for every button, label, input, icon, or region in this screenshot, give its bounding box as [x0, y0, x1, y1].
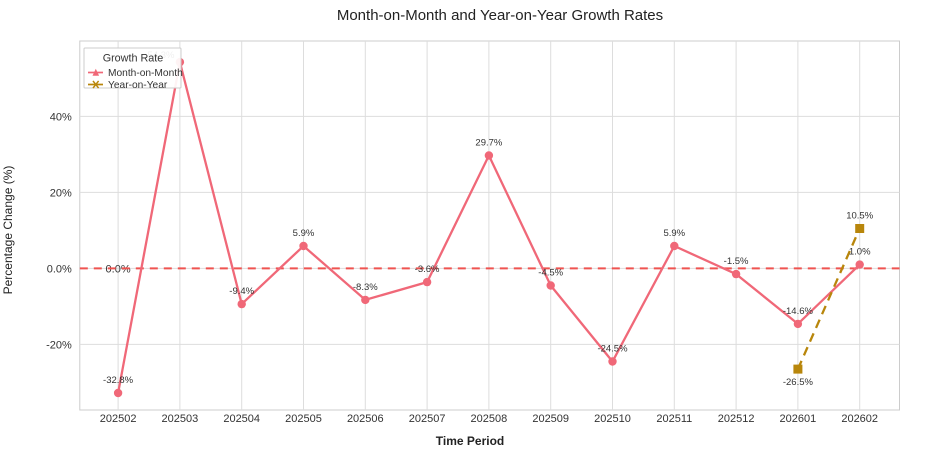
svg-text:Month-on-Month: Month-on-Month [108, 68, 183, 79]
svg-text:-26.5%: -26.5% [783, 377, 814, 388]
svg-text:40%: 40% [50, 111, 72, 123]
svg-text:1.0%: 1.0% [849, 247, 871, 258]
svg-text:202503: 202503 [162, 413, 199, 425]
svg-text:-32.8%: -32.8% [103, 375, 134, 386]
svg-text:29.7%: 29.7% [475, 138, 502, 149]
svg-text:202505: 202505 [285, 413, 322, 425]
svg-text:20%: 20% [50, 187, 72, 199]
svg-text:10.5%: 10.5% [846, 211, 873, 222]
svg-text:-20%: -20% [46, 339, 72, 351]
svg-text:0.0%: 0.0% [47, 263, 72, 275]
svg-text:202502: 202502 [100, 413, 137, 425]
svg-text:202602: 202602 [841, 413, 878, 425]
svg-text:-24.5%: -24.5% [597, 344, 628, 355]
svg-text:-4.5%: -4.5% [538, 268, 563, 279]
svg-text:202601: 202601 [780, 413, 817, 425]
svg-text:Growth Rate: Growth Rate [103, 53, 164, 65]
svg-text:202511: 202511 [656, 413, 692, 425]
svg-text:202504: 202504 [223, 413, 260, 425]
svg-text:202506: 202506 [347, 413, 384, 425]
svg-text:5.9%: 5.9% [663, 228, 685, 239]
svg-text:202508: 202508 [471, 413, 508, 425]
svg-text:-3.6%: -3.6% [415, 264, 440, 275]
svg-text:202512: 202512 [718, 413, 755, 425]
svg-text:-9.4%: -9.4% [229, 286, 254, 297]
svg-text:-1.5%: -1.5% [724, 256, 749, 267]
svg-text:202509: 202509 [532, 413, 569, 425]
svg-text:5.9%: 5.9% [293, 228, 315, 239]
svg-text:-14.6%: -14.6% [783, 306, 814, 317]
svg-text:-8.3%: -8.3% [353, 282, 378, 293]
svg-text:202510: 202510 [594, 413, 631, 425]
svg-text:Year-on-Year: Year-on-Year [108, 80, 168, 91]
svg-text:202507: 202507 [409, 413, 446, 425]
